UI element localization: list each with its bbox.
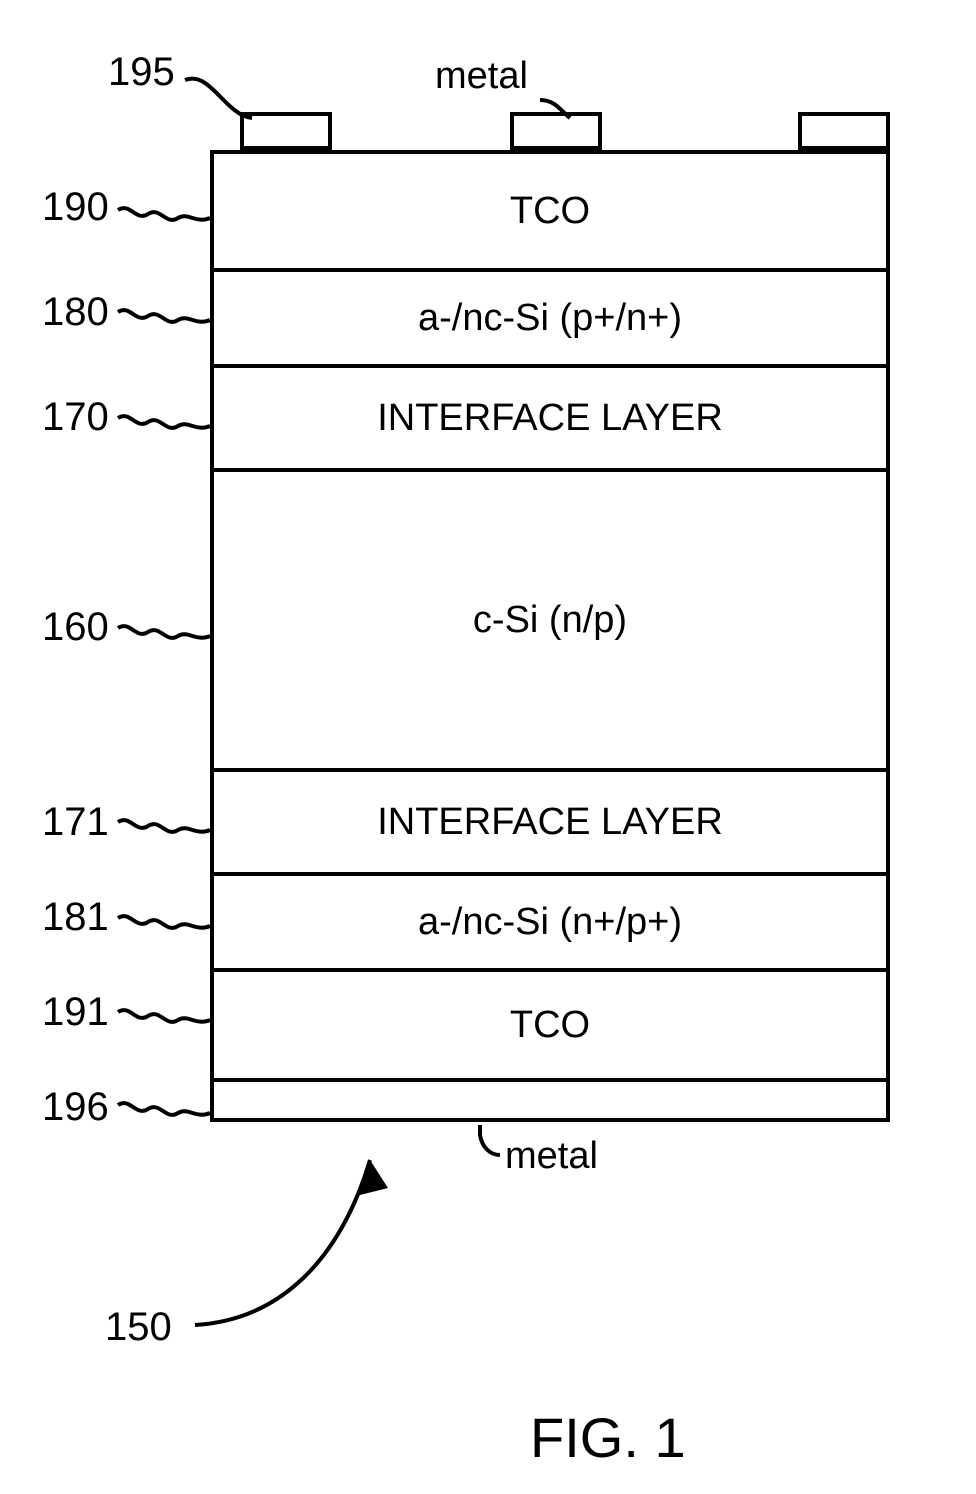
layer-label: INTERFACE LAYER <box>377 397 723 440</box>
layer-stack: TCO a-/nc-Si (p+/n+) INTERFACE LAYER c-S… <box>210 150 890 1122</box>
layer-doped-si-bottom: a-/nc-Si (n+/p+) <box>214 872 886 968</box>
ref-label: 195 <box>108 50 175 95</box>
ref-label: 160 <box>42 605 109 650</box>
layer-doped-si-top: a-/nc-Si (p+/n+) <box>214 268 886 364</box>
layer-tco-bottom: TCO <box>214 968 886 1078</box>
top-contact <box>240 112 332 150</box>
ref-label: 171 <box>42 800 109 845</box>
ref-label: 170 <box>42 395 109 440</box>
ref-label: 191 <box>42 990 109 1035</box>
layer-label: a-/nc-Si (p+/n+) <box>418 297 682 340</box>
layer-tco-top: TCO <box>214 150 886 268</box>
ref-label: 196 <box>42 1085 109 1130</box>
layer-metal-bottom <box>214 1078 886 1118</box>
layer-interface-top: INTERFACE LAYER <box>214 364 886 468</box>
ref-label: 180 <box>42 290 109 335</box>
figure-diagram: TCO a-/nc-Si (p+/n+) INTERFACE LAYER c-S… <box>0 0 976 1494</box>
layer-label: TCO <box>510 190 590 233</box>
layer-label: TCO <box>510 1004 590 1047</box>
ref-label: 150 <box>105 1305 172 1350</box>
ref-label: 181 <box>42 895 109 940</box>
top-contacts-row <box>210 112 890 150</box>
layer-label: c-Si (n/p) <box>473 599 627 642</box>
top-metal-label: metal <box>435 55 528 98</box>
bottom-metal-label: metal <box>505 1135 598 1178</box>
layer-label: a-/nc-Si (n+/p+) <box>418 901 682 944</box>
top-contact <box>510 112 602 150</box>
figure-caption: FIG. 1 <box>530 1405 686 1470</box>
layer-interface-bottom: INTERFACE LAYER <box>214 768 886 872</box>
layer-label: INTERFACE LAYER <box>377 801 723 844</box>
layer-csi: c-Si (n/p) <box>214 468 886 768</box>
top-contact <box>798 112 890 150</box>
ref-label: 190 <box>42 185 109 230</box>
